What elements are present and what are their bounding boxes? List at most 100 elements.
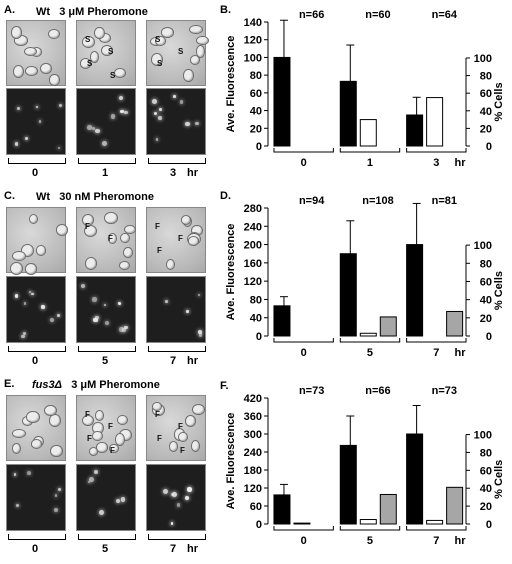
yeast-cell: [12, 428, 26, 438]
yeast-cell: [161, 27, 175, 38]
yeast-cell: [79, 58, 92, 69]
morphology-marker: S: [110, 71, 116, 80]
yeast-cell: [96, 442, 108, 453]
pheromone-label: 3 μM Pheromone: [59, 6, 148, 18]
fluorescence-image: [146, 276, 206, 343]
yeast-cell: [188, 24, 203, 35]
yeast-cell: [187, 236, 200, 247]
yeast-cell: [113, 68, 126, 79]
y-axis-title: Ave. Fluorescence: [225, 224, 237, 321]
y-tick-label: 240: [244, 221, 262, 233]
yeast-cell: [185, 415, 196, 428]
time-label: 5: [102, 355, 109, 367]
y-tick-label: 40: [250, 106, 262, 118]
fluorescent-spot: [185, 121, 190, 127]
fluorescent-spot: [120, 497, 126, 502]
yeast-cell: [119, 261, 131, 271]
fluorescence-image: [76, 464, 136, 531]
fluorescent-spot: [151, 98, 157, 104]
time-unit: hr: [187, 167, 198, 179]
y-tick-label: 140: [244, 17, 262, 29]
fluorescent-spot: [99, 510, 105, 516]
yeast-cell: [85, 257, 98, 271]
yeast-cell: [40, 62, 53, 75]
y-tick-label: 40: [250, 313, 262, 325]
dic-image: F F F F: [76, 395, 136, 461]
y-axis-title: Ave. Fluorescence: [225, 36, 237, 133]
yeast-cell: [92, 431, 103, 441]
y2-tick-label: 100: [474, 430, 492, 442]
y-tick-label: 0: [256, 519, 262, 531]
panel-letter: C.: [4, 190, 15, 202]
y-tick-label: 120: [244, 483, 262, 495]
fluorescent-spot: [93, 317, 98, 323]
time-unit: hr: [187, 543, 198, 555]
morphology-marker: F: [157, 434, 162, 443]
yeast-cell: [24, 46, 38, 56]
fluorescent-spot: [23, 332, 27, 336]
fluorescent-spot: [124, 325, 128, 330]
n-label: n=60: [365, 9, 390, 21]
time-label: 0: [32, 355, 39, 367]
fluorescent-spot: [91, 126, 96, 130]
yeast-cell: [189, 55, 200, 66]
yeast-cell: [43, 404, 57, 417]
fluorescent-spot: [120, 109, 125, 114]
fluorescent-spot: [14, 294, 19, 298]
fluorescent-spot: [31, 292, 34, 296]
time-bracket: [148, 158, 206, 164]
bar: [339, 444, 357, 525]
yeast-cell: [196, 45, 206, 58]
fluorescence-image: [6, 276, 66, 343]
y-tick-label: 300: [244, 429, 262, 441]
x-tick-label: 3: [433, 157, 439, 169]
y-tick-label: 180: [244, 465, 262, 477]
time-bracket: [8, 158, 66, 164]
yeast-cell: [31, 439, 43, 449]
time-label: 0: [32, 543, 39, 555]
y-tick-label: 240: [244, 447, 262, 459]
x-unit-label: hr: [455, 157, 467, 169]
category-bracket: [339, 526, 401, 531]
fluorescent-spot: [86, 125, 92, 130]
fluorescent-spot: [162, 488, 168, 494]
y-tick-label: 120: [244, 276, 262, 288]
morphology-marker: F: [108, 234, 113, 243]
y2-tick-label: 80: [480, 71, 492, 83]
yeast-cell: [24, 66, 38, 77]
bar: [273, 494, 291, 525]
fluorescent-spot: [158, 107, 162, 111]
y-tick-label: 0: [256, 331, 262, 343]
dic-image: [6, 207, 69, 275]
yeast-cell: [192, 404, 206, 416]
fluorescent-spot: [124, 110, 128, 114]
y-tick-label: 200: [244, 240, 262, 252]
fluorescent-spot: [93, 470, 98, 475]
time-bracket: [78, 158, 136, 164]
yeast-cell: [104, 211, 118, 225]
yeast-cell: [108, 443, 119, 454]
fluorescent-spot: [197, 293, 200, 296]
morphology-marker: S: [155, 35, 161, 44]
morphology-marker: F: [180, 446, 185, 455]
fluorescent-spot: [23, 302, 27, 305]
y2-tick-label: 60: [480, 465, 492, 477]
yeast-cell: [107, 232, 118, 244]
bar: [446, 310, 464, 337]
fluorescent-spot: [54, 507, 59, 512]
fluorescent-spot: [110, 114, 116, 119]
bar: [359, 119, 377, 147]
time-label: 0: [32, 167, 39, 179]
y2-tick-label: 100: [474, 53, 492, 65]
y2-axis-title: % Cells: [493, 82, 505, 121]
bar: [379, 493, 397, 525]
x-tick-label: 0: [301, 535, 307, 547]
morphology-marker: F: [108, 422, 113, 431]
fluorescent-spot: [184, 496, 190, 501]
yeast-cell: [13, 65, 25, 78]
fluorescent-spot: [171, 492, 177, 498]
y-tick-label: 20: [250, 123, 262, 135]
fluorescent-spot: [115, 498, 121, 504]
bar: [293, 522, 311, 525]
fluorescent-spot: [39, 120, 42, 123]
